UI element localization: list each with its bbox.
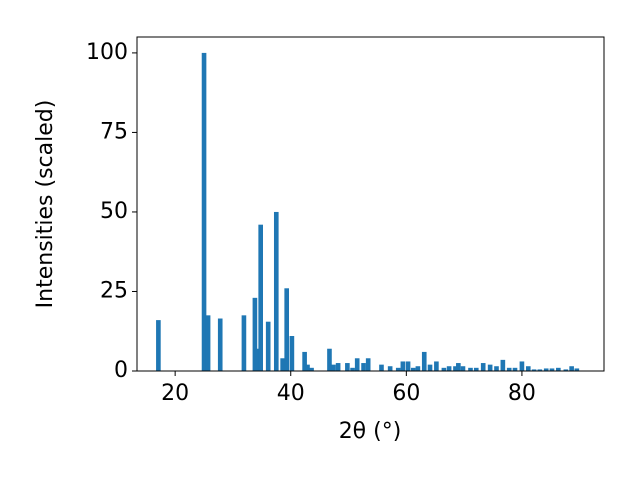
bar <box>241 315 247 371</box>
bar <box>494 366 499 371</box>
bar <box>156 320 161 371</box>
bar <box>446 366 452 371</box>
bar <box>258 224 263 371</box>
bar <box>255 348 261 371</box>
bar <box>327 348 332 371</box>
bar <box>415 366 421 371</box>
bar <box>284 288 290 371</box>
bar <box>265 321 271 371</box>
bar <box>537 369 543 371</box>
bar <box>361 363 366 371</box>
bar <box>456 363 461 371</box>
x-tick-label: 40 <box>277 381 305 406</box>
bar <box>305 364 310 371</box>
x-axis-label: 2θ (°) <box>339 419 402 444</box>
y-tick-label: 50 <box>100 199 128 224</box>
bar <box>309 367 314 371</box>
x-tick-label: 80 <box>508 381 536 406</box>
bar <box>379 364 384 371</box>
bar <box>335 363 341 371</box>
bar <box>280 358 285 371</box>
bar <box>556 367 561 371</box>
bar <box>331 364 336 371</box>
bar <box>405 361 411 371</box>
bar <box>427 364 433 371</box>
bar <box>473 367 479 371</box>
bar <box>205 315 211 371</box>
plot-frame <box>136 36 605 372</box>
bar <box>302 351 307 371</box>
bar <box>365 358 371 371</box>
bar <box>480 363 486 371</box>
bar <box>563 369 569 371</box>
y-axis-label: Intensities (scaled) <box>33 100 58 309</box>
bar <box>345 363 350 371</box>
bar <box>273 211 279 371</box>
bar <box>468 367 473 371</box>
y-tick-label: 100 <box>86 40 128 65</box>
bar <box>252 297 258 371</box>
bar <box>387 366 393 371</box>
bar <box>289 336 295 371</box>
bar <box>421 351 427 371</box>
x-tick-label: 20 <box>161 381 189 406</box>
y-tick-label: 75 <box>100 119 128 144</box>
bar <box>487 364 493 371</box>
bar <box>512 367 518 371</box>
x-tick-label: 60 <box>392 381 420 406</box>
bar <box>217 318 223 371</box>
bar <box>500 359 506 371</box>
bar <box>543 368 549 371</box>
bar <box>410 367 416 371</box>
bar <box>400 361 406 371</box>
bar <box>574 368 580 371</box>
y-tick-label: 25 <box>100 278 128 303</box>
bar <box>525 366 531 371</box>
y-tick-label: 0 <box>114 358 128 383</box>
bar <box>506 367 512 371</box>
bar <box>354 358 360 371</box>
bar <box>441 367 447 371</box>
bar <box>395 367 401 371</box>
bar <box>519 361 525 371</box>
bar <box>350 367 355 371</box>
bar <box>201 52 207 372</box>
bar <box>569 366 574 371</box>
bar <box>434 361 439 371</box>
bar <box>453 366 458 371</box>
bar <box>531 369 537 371</box>
bar <box>460 366 466 371</box>
bar <box>549 368 555 371</box>
